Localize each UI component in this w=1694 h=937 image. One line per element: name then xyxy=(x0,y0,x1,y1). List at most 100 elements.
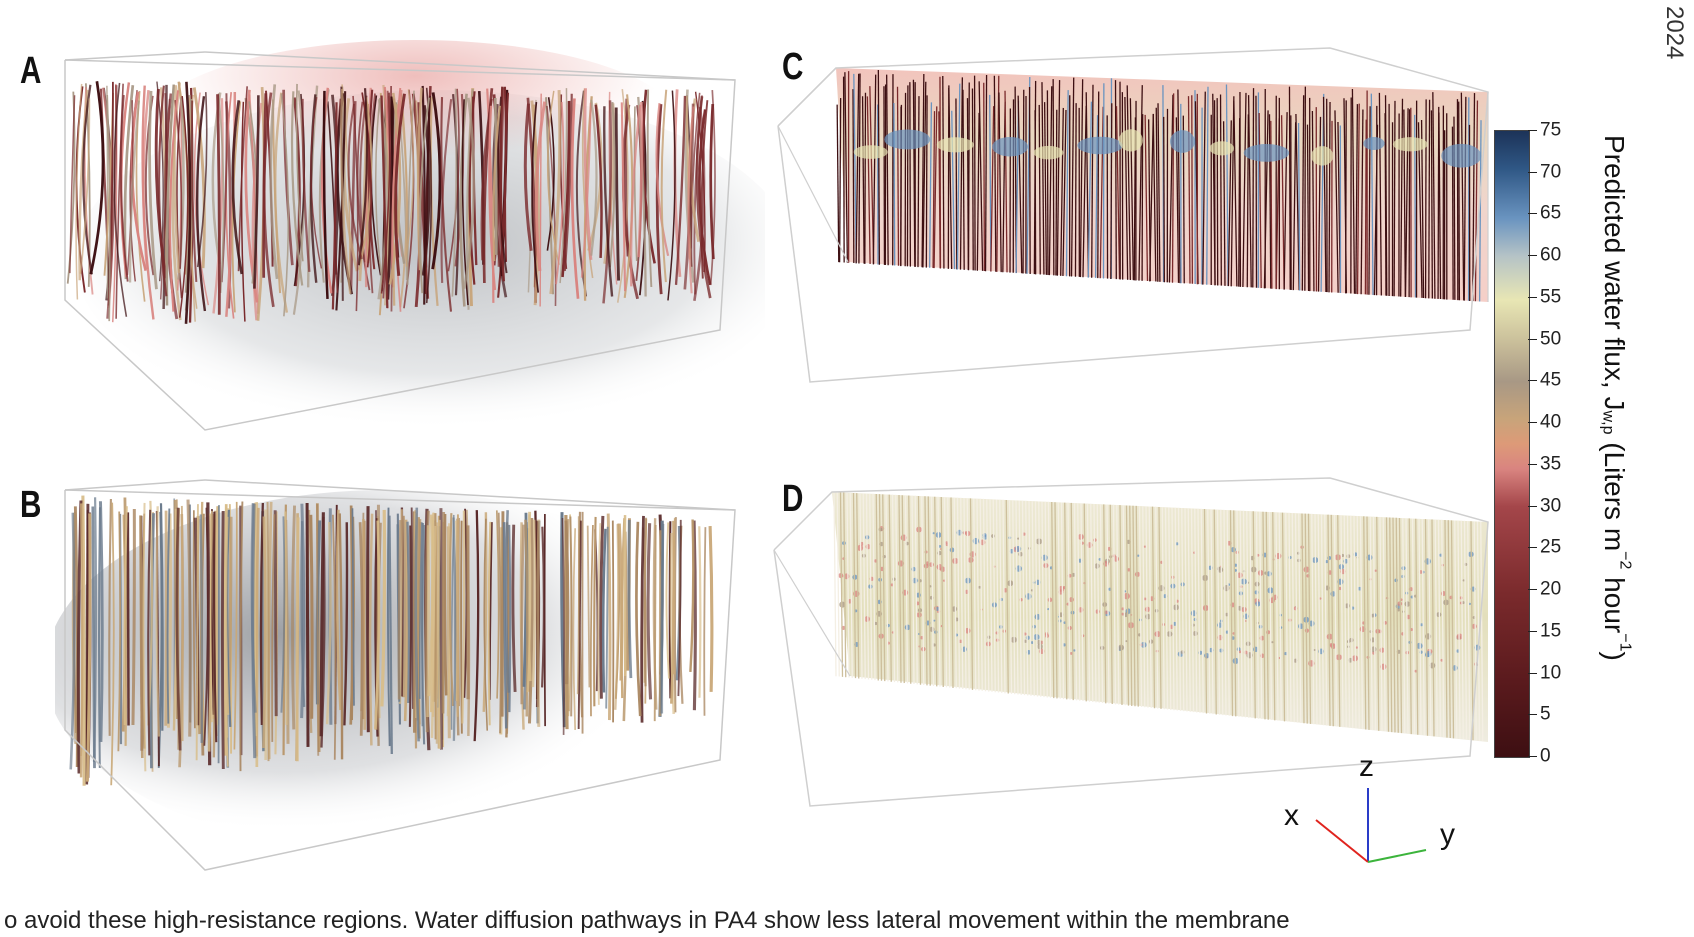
flow-pathway xyxy=(839,492,844,677)
flow-pathway xyxy=(646,523,653,700)
flow-pathway xyxy=(1242,92,1247,288)
flow-pathway xyxy=(993,75,997,272)
flow-pathway xyxy=(1324,514,1328,726)
flow-pathway xyxy=(637,101,644,258)
flow-pathway xyxy=(1142,506,1146,708)
flow-pathway xyxy=(836,492,840,677)
flow-pathway xyxy=(1151,506,1156,709)
flow-pathway xyxy=(1219,94,1222,286)
flow-pathway xyxy=(637,96,647,297)
flow-pathway xyxy=(388,515,393,755)
flow-pathway xyxy=(79,98,91,274)
flow-pathway xyxy=(366,506,370,733)
flow-pathway xyxy=(989,94,992,272)
flux-speckle xyxy=(1137,554,1140,557)
flow-pathway xyxy=(1288,512,1292,722)
flux-speckle xyxy=(1319,597,1322,600)
panel-b-3d-render xyxy=(55,470,765,890)
flow-pathway xyxy=(978,81,984,271)
flow-pathway xyxy=(962,89,965,270)
flow-pathway xyxy=(325,522,332,725)
flow-pathway xyxy=(1333,514,1338,727)
flow-pathway xyxy=(1437,519,1442,738)
flow-pathway xyxy=(1355,104,1359,294)
flow-pathway xyxy=(1350,515,1354,729)
colorbar-tick-label: 30 xyxy=(1540,495,1562,517)
flow-pathway xyxy=(231,100,244,275)
colorbar-tick-label: 5 xyxy=(1540,703,1551,725)
flow-pathway xyxy=(123,506,128,726)
flow-pathway xyxy=(921,73,925,268)
flow-pathway xyxy=(1097,91,1100,279)
flow-pathway xyxy=(368,93,376,294)
flow-pathway xyxy=(195,504,199,761)
flow-pathway xyxy=(165,84,176,306)
colorbar-tick xyxy=(1528,380,1537,382)
flow-pathway xyxy=(914,495,918,685)
flux-speckle xyxy=(938,544,942,548)
flow-pathway xyxy=(1043,102,1048,275)
flow-pathway xyxy=(239,501,244,772)
flow-pathway xyxy=(1363,516,1367,730)
flow-pathway xyxy=(192,87,206,269)
flow-pathway xyxy=(164,510,168,726)
flow-pathway xyxy=(1093,503,1097,703)
flow-pathway xyxy=(948,85,953,270)
flow-pathway xyxy=(386,98,395,300)
flow-pathway xyxy=(690,92,701,267)
flow-pathway xyxy=(240,101,246,322)
flow-pathway xyxy=(82,84,93,275)
flow-pathway xyxy=(1272,512,1276,721)
flow-pathway xyxy=(1213,100,1216,286)
flow-pathway xyxy=(108,498,112,736)
flow-pathway xyxy=(250,503,257,713)
colorbar-tick xyxy=(1528,672,1537,674)
flux-speckle xyxy=(939,566,946,572)
flow-pathway xyxy=(322,90,329,300)
flow-pathway xyxy=(1074,103,1077,277)
flow-pathway xyxy=(1149,113,1154,282)
flow-pathway xyxy=(1359,516,1364,730)
flow-pathway xyxy=(309,514,314,719)
flow-pathway xyxy=(695,96,712,299)
flow-pathway xyxy=(1002,101,1006,273)
flow-pathway xyxy=(709,103,715,260)
flow-pathway xyxy=(437,519,441,749)
flux-speckle xyxy=(1121,612,1125,616)
flow-pathway xyxy=(1073,503,1078,701)
flow-pathway xyxy=(1015,100,1020,274)
flow-pathway xyxy=(520,524,525,705)
flow-pathway xyxy=(1320,514,1325,726)
flow-pathway xyxy=(273,92,289,313)
flow-pathway xyxy=(1424,519,1429,736)
flow-pathway xyxy=(932,111,936,268)
flow-pathway xyxy=(117,511,122,752)
flux-speckle xyxy=(1069,652,1073,655)
panel-label-d: D xyxy=(782,478,804,520)
flow-pathway xyxy=(380,95,389,309)
flow-pathway xyxy=(1307,513,1312,724)
flow-pathway xyxy=(1129,98,1135,281)
colorbar-tick-label: 65 xyxy=(1540,202,1562,224)
flow-pathway xyxy=(142,502,147,772)
flow-pathway xyxy=(1025,500,1029,696)
flow-pathway xyxy=(320,516,326,748)
flow-pathway xyxy=(534,101,547,272)
flow-pathway xyxy=(1060,107,1064,276)
flux-speckle xyxy=(839,601,846,608)
flow-pathway xyxy=(1152,114,1157,282)
flow-pathway xyxy=(1252,88,1255,288)
flow-pathway xyxy=(549,90,562,295)
flow-pathway xyxy=(1216,98,1219,286)
flow-pathway xyxy=(672,518,676,675)
flow-pathway xyxy=(362,519,367,730)
flow-pathway xyxy=(169,90,179,312)
journal-year-fragment: 2024 xyxy=(1661,6,1688,60)
flow-pathway xyxy=(113,82,128,317)
flow-pathway xyxy=(1280,115,1285,290)
flow-pathway xyxy=(1021,500,1026,696)
flux-speckle xyxy=(982,533,987,538)
flow-pathway xyxy=(1480,521,1484,742)
flow-pathway xyxy=(269,84,279,280)
flow-pathway xyxy=(1372,516,1377,731)
